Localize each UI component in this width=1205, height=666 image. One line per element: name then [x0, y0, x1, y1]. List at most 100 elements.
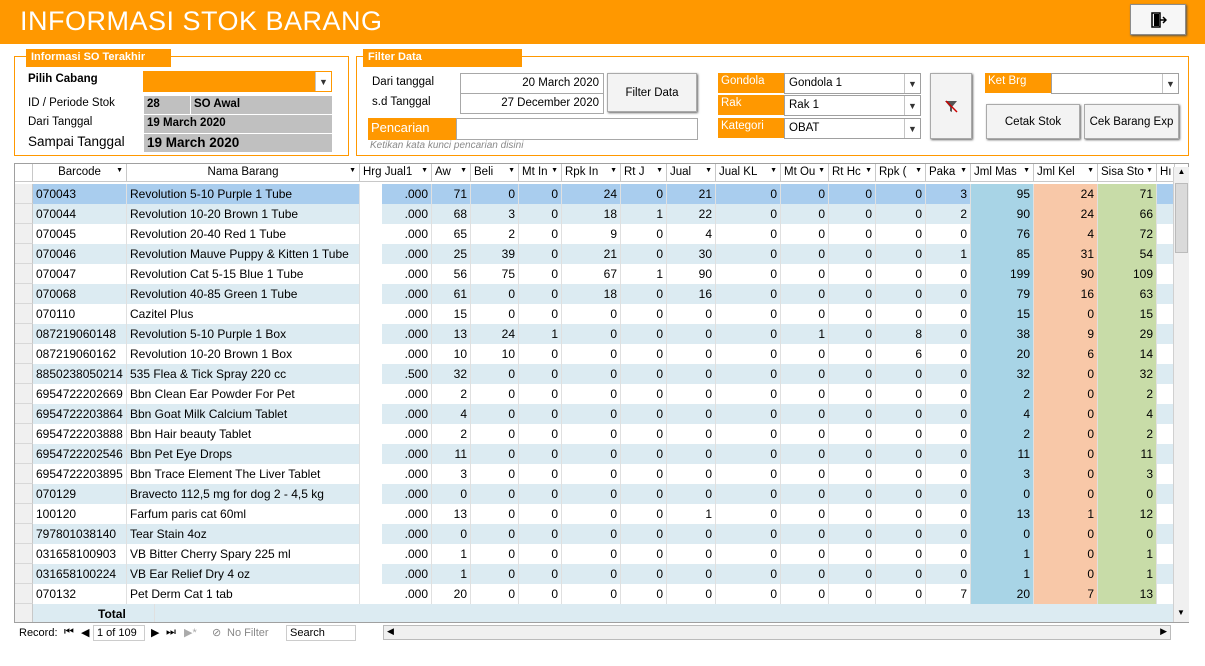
table-row[interactable]: 8850238050214 535 Flea & Tick Spray 220 c…: [15, 364, 1175, 384]
cell-jml-mas[interactable]: 20: [971, 344, 1034, 364]
cell-paka[interactable]: 2: [926, 204, 971, 224]
sort-dropdown-icon[interactable]: ▼: [508, 167, 515, 174]
cell-aw[interactable]: 13: [432, 504, 471, 524]
cell-rpk-in[interactable]: 0: [562, 304, 621, 324]
cell-aw[interactable]: 4: [432, 404, 471, 424]
cell-rpk-in[interactable]: 0: [562, 564, 621, 584]
cell-sisa-sto[interactable]: 1: [1098, 564, 1157, 584]
cell-mt-ou[interactable]: 1: [781, 324, 829, 344]
cell-sisa-sto[interactable]: 2: [1098, 384, 1157, 404]
cell-beli[interactable]: 0: [471, 424, 519, 444]
cell-rpk-in[interactable]: 0: [562, 424, 621, 444]
cell-rt-j[interactable]: 0: [621, 304, 667, 324]
cell-sisa-sto[interactable]: 0: [1098, 484, 1157, 504]
sort-dropdown-icon[interactable]: ▼: [1146, 167, 1153, 174]
cell-sisa-sto[interactable]: 13: [1098, 584, 1157, 604]
cell-mt-in[interactable]: 0: [519, 504, 562, 524]
gondola-select[interactable]: Gondola 1 ▼: [784, 73, 921, 94]
next-record-icon[interactable]: ▶: [151, 627, 160, 639]
cell-rt-j[interactable]: 0: [621, 244, 667, 264]
cell-beli[interactable]: 0: [471, 384, 519, 404]
row-selector[interactable]: [15, 544, 33, 564]
cell-aw[interactable]: 61: [432, 284, 471, 304]
cell-rt-j[interactable]: 0: [621, 424, 667, 444]
cell-beli[interactable]: 0: [471, 284, 519, 304]
cell-jml-kel[interactable]: 24: [1034, 184, 1098, 204]
sort-dropdown-icon[interactable]: ▼: [1087, 167, 1094, 174]
sort-dropdown-icon[interactable]: ▼: [421, 167, 428, 174]
cell-rt-hc[interactable]: 0: [829, 544, 876, 564]
chevron-down-icon[interactable]: ▼: [315, 72, 331, 91]
cell-rpk[interactable]: 0: [876, 504, 926, 524]
row-selector[interactable]: [15, 284, 33, 304]
cell-rt-j[interactable]: 0: [621, 404, 667, 424]
cell-aw[interactable]: 2: [432, 424, 471, 444]
cell-mt-ou[interactable]: 0: [781, 444, 829, 464]
cell-nama-barang[interactable]: Bbn Hair beauty Tablet: [127, 424, 360, 444]
cell-aw[interactable]: 25: [432, 244, 471, 264]
search-input[interactable]: Search: [286, 625, 356, 641]
cabang-select[interactable]: ▼: [143, 71, 332, 92]
cell-jual-kl[interactable]: 0: [716, 444, 781, 464]
cell-rpk[interactable]: 0: [876, 524, 926, 544]
cell-mt-in[interactable]: 1: [519, 324, 562, 344]
sort-dropdown-icon[interactable]: ▼: [656, 167, 663, 174]
row-selector[interactable]: [15, 204, 33, 224]
cell-paka[interactable]: 0: [926, 444, 971, 464]
cell-jml-mas[interactable]: 3: [971, 464, 1034, 484]
cell-sisa-sto[interactable]: 29: [1098, 324, 1157, 344]
cell-rpk-in[interactable]: 0: [562, 484, 621, 504]
cell-rpk-in[interactable]: 0: [562, 364, 621, 384]
cell-beli[interactable]: 0: [471, 544, 519, 564]
cell-jual[interactable]: 21: [667, 184, 716, 204]
cell-hrg-jual1[interactable]: .000: [360, 424, 432, 444]
cell-jml-kel[interactable]: 0: [1034, 564, 1098, 584]
cell-mt-ou[interactable]: 0: [781, 344, 829, 364]
cell-rt-hc[interactable]: 0: [829, 284, 876, 304]
table-row[interactable]: 100120 Farfum paris cat 60ml .000 13 0 0 0 0 1 0 0…: [15, 504, 1175, 524]
cell-rt-hc[interactable]: 0: [829, 264, 876, 284]
cell-jml-mas[interactable]: 85: [971, 244, 1034, 264]
cell-hrg-jual1[interactable]: .000: [360, 204, 432, 224]
cell-beli[interactable]: 0: [471, 184, 519, 204]
cell-mt-ou[interactable]: 0: [781, 264, 829, 284]
column-header-rpk-in[interactable]: Rpk In ▼: [562, 164, 621, 182]
cell-mt-in[interactable]: 0: [519, 224, 562, 244]
cell-rpk[interactable]: 0: [876, 544, 926, 564]
cell-barcode[interactable]: 6954722202546: [33, 444, 127, 464]
row-selector[interactable]: [15, 404, 33, 424]
cell-aw[interactable]: 32: [432, 364, 471, 384]
table-row[interactable]: 070047 Revolution Cat 5-15 Blue 1 Tube .00…: [15, 264, 1175, 284]
cell-jml-mas[interactable]: 2: [971, 384, 1034, 404]
cell-aw[interactable]: 20: [432, 584, 471, 604]
clear-filter-button[interactable]: [930, 73, 972, 139]
cell-aw[interactable]: 10: [432, 344, 471, 364]
cell-barcode[interactable]: 070043: [33, 184, 127, 204]
cell-barcode[interactable]: 6954722203864: [33, 404, 127, 424]
row-selector[interactable]: [15, 444, 33, 464]
cell-jml-mas[interactable]: 20: [971, 584, 1034, 604]
cell-barcode[interactable]: 070047: [33, 264, 127, 284]
cell-rt-hc[interactable]: 0: [829, 504, 876, 524]
cell-sisa-sto[interactable]: 2: [1098, 424, 1157, 444]
row-selector[interactable]: [15, 464, 33, 484]
cell-rt-j[interactable]: 0: [621, 384, 667, 404]
cell-jml-mas[interactable]: 13: [971, 504, 1034, 524]
cell-aw[interactable]: 2: [432, 384, 471, 404]
cell-nama-barang[interactable]: Revolution 5-10 Purple 1 Tube: [127, 184, 360, 204]
cell-sisa-sto[interactable]: 12: [1098, 504, 1157, 524]
cell-rpk[interactable]: 0: [876, 364, 926, 384]
column-header-rpk[interactable]: Rpk (▼: [876, 164, 926, 182]
cell-paka[interactable]: 0: [926, 344, 971, 364]
row-selector[interactable]: [15, 564, 33, 584]
no-filter-label[interactable]: No Filter: [227, 627, 269, 639]
cell-barcode[interactable]: 070129: [33, 484, 127, 504]
prev-record-icon[interactable]: ◀: [81, 627, 90, 639]
cell-rpk[interactable]: 8: [876, 324, 926, 344]
cell-barcode[interactable]: 087219060162: [33, 344, 127, 364]
cell-rt-hc[interactable]: 0: [829, 424, 876, 444]
cell-rpk[interactable]: 0: [876, 464, 926, 484]
new-record-icon[interactable]: ▶*: [184, 627, 197, 639]
cell-barcode[interactable]: 031658100224: [33, 564, 127, 584]
row-selector[interactable]: [15, 424, 33, 444]
